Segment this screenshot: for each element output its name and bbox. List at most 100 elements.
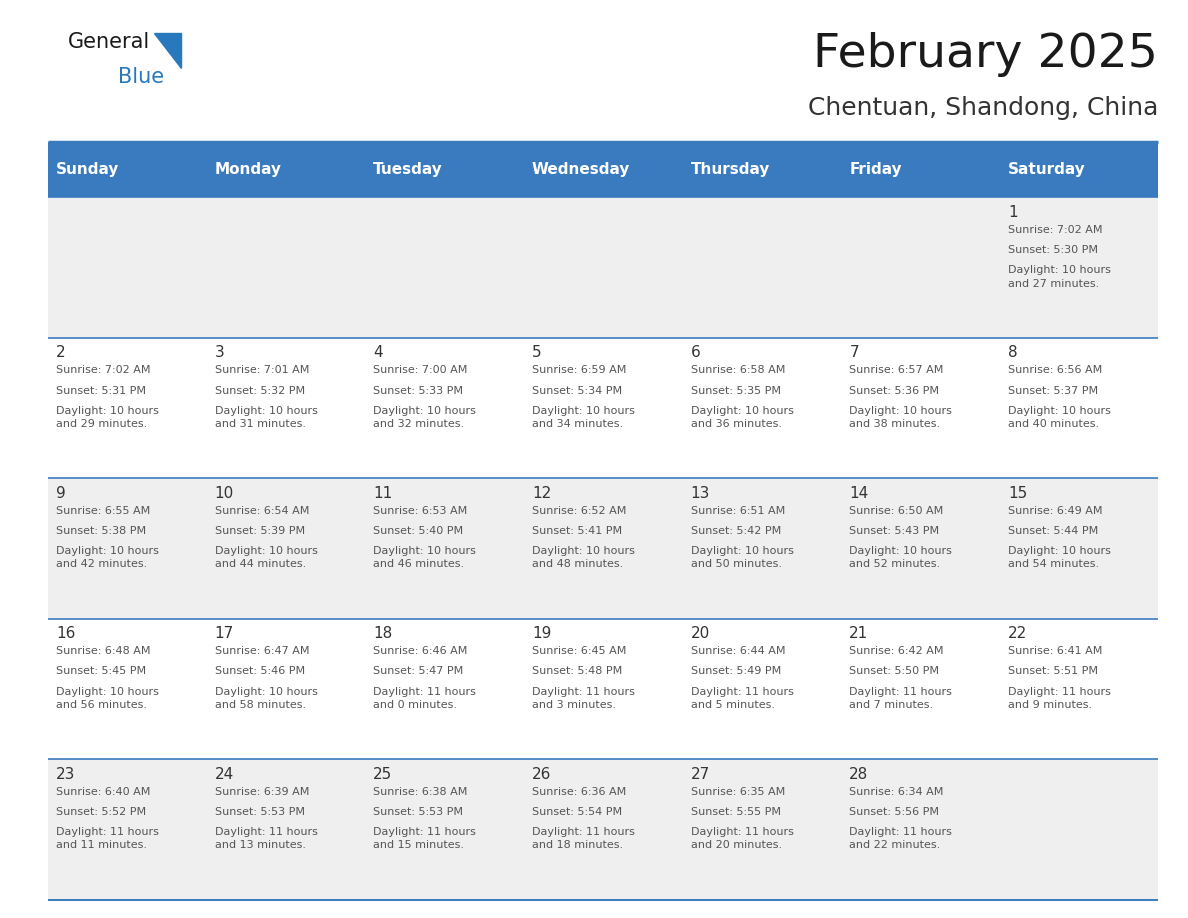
Text: Daylight: 10 hours
and 54 minutes.: Daylight: 10 hours and 54 minutes. [1007, 546, 1111, 569]
Text: Sunrise: 7:02 AM: Sunrise: 7:02 AM [56, 365, 151, 375]
Text: Sunrise: 6:48 AM: Sunrise: 6:48 AM [56, 646, 151, 656]
Text: Daylight: 11 hours
and 7 minutes.: Daylight: 11 hours and 7 minutes. [849, 687, 952, 710]
Polygon shape [154, 33, 181, 68]
Text: Daylight: 10 hours
and 46 minutes.: Daylight: 10 hours and 46 minutes. [373, 546, 476, 569]
Text: Daylight: 11 hours
and 18 minutes.: Daylight: 11 hours and 18 minutes. [532, 827, 634, 850]
Text: 6: 6 [690, 345, 700, 360]
Text: 1: 1 [1007, 205, 1018, 219]
Text: 8: 8 [1007, 345, 1018, 360]
Text: Sunrise: 6:59 AM: Sunrise: 6:59 AM [532, 365, 626, 375]
Text: Daylight: 11 hours
and 20 minutes.: Daylight: 11 hours and 20 minutes. [690, 827, 794, 850]
Text: Daylight: 11 hours
and 3 minutes.: Daylight: 11 hours and 3 minutes. [532, 687, 634, 710]
Text: Daylight: 10 hours
and 40 minutes.: Daylight: 10 hours and 40 minutes. [1007, 406, 1111, 429]
Text: Sunrise: 6:35 AM: Sunrise: 6:35 AM [690, 787, 785, 797]
Text: Sunset: 5:48 PM: Sunset: 5:48 PM [532, 666, 623, 677]
Text: Sunset: 5:47 PM: Sunset: 5:47 PM [373, 666, 463, 677]
Text: 5: 5 [532, 345, 542, 360]
Text: Sunrise: 6:41 AM: Sunrise: 6:41 AM [1007, 646, 1102, 656]
Text: Sunrise: 6:56 AM: Sunrise: 6:56 AM [1007, 365, 1102, 375]
Bar [48, 619, 1158, 759]
Text: Daylight: 10 hours
and 42 minutes.: Daylight: 10 hours and 42 minutes. [56, 546, 159, 569]
Text: 16: 16 [56, 626, 75, 641]
Text: 3: 3 [215, 345, 225, 360]
Text: Sunrise: 6:34 AM: Sunrise: 6:34 AM [849, 787, 943, 797]
Text: Sunrise: 6:53 AM: Sunrise: 6:53 AM [373, 506, 467, 516]
Text: 7: 7 [849, 345, 859, 360]
Text: 22: 22 [1007, 626, 1028, 641]
Text: Sunrise: 6:40 AM: Sunrise: 6:40 AM [56, 787, 150, 797]
Text: Sunrise: 6:55 AM: Sunrise: 6:55 AM [56, 506, 150, 516]
Text: 9: 9 [56, 486, 65, 500]
Text: Daylight: 11 hours
and 5 minutes.: Daylight: 11 hours and 5 minutes. [690, 687, 794, 710]
Text: 17: 17 [215, 626, 234, 641]
Text: Sunset: 5:52 PM: Sunset: 5:52 PM [56, 807, 146, 817]
Text: Sunday: Sunday [56, 162, 119, 177]
Text: Sunrise: 6:58 AM: Sunrise: 6:58 AM [690, 365, 785, 375]
Text: Sunset: 5:50 PM: Sunset: 5:50 PM [849, 666, 940, 677]
Text: Sunset: 5:30 PM: Sunset: 5:30 PM [1007, 245, 1098, 255]
Bar [48, 759, 1158, 900]
Text: 15: 15 [1007, 486, 1028, 500]
Text: Sunset: 5:56 PM: Sunset: 5:56 PM [849, 807, 940, 817]
Text: Sunset: 5:34 PM: Sunset: 5:34 PM [532, 386, 623, 396]
Text: 13: 13 [690, 486, 710, 500]
Text: 28: 28 [849, 767, 868, 781]
Text: Wednesday: Wednesday [532, 162, 631, 177]
Text: Sunrise: 6:42 AM: Sunrise: 6:42 AM [849, 646, 943, 656]
Text: Sunset: 5:54 PM: Sunset: 5:54 PM [532, 807, 623, 817]
Text: Sunrise: 6:45 AM: Sunrise: 6:45 AM [532, 646, 626, 656]
Text: Daylight: 10 hours
and 29 minutes.: Daylight: 10 hours and 29 minutes. [56, 406, 159, 429]
Text: Sunset: 5:53 PM: Sunset: 5:53 PM [215, 807, 304, 817]
Text: Daylight: 11 hours
and 13 minutes.: Daylight: 11 hours and 13 minutes. [215, 827, 317, 850]
Text: Sunrise: 6:36 AM: Sunrise: 6:36 AM [532, 787, 626, 797]
Text: Sunset: 5:38 PM: Sunset: 5:38 PM [56, 526, 146, 536]
Text: Sunset: 5:36 PM: Sunset: 5:36 PM [849, 386, 940, 396]
Bar [48, 197, 1158, 338]
Text: Sunset: 5:51 PM: Sunset: 5:51 PM [1007, 666, 1098, 677]
Text: Sunset: 5:31 PM: Sunset: 5:31 PM [56, 386, 146, 396]
Text: Sunrise: 6:47 AM: Sunrise: 6:47 AM [215, 646, 309, 656]
Text: Sunset: 5:49 PM: Sunset: 5:49 PM [690, 666, 781, 677]
Bar [48, 142, 1158, 197]
Text: Sunset: 5:39 PM: Sunset: 5:39 PM [215, 526, 304, 536]
Bar [48, 338, 1158, 478]
Text: 10: 10 [215, 486, 234, 500]
Text: Sunrise: 6:52 AM: Sunrise: 6:52 AM [532, 506, 626, 516]
Text: Daylight: 10 hours
and 38 minutes.: Daylight: 10 hours and 38 minutes. [849, 406, 952, 429]
Text: Sunset: 5:33 PM: Sunset: 5:33 PM [373, 386, 463, 396]
Text: Daylight: 10 hours
and 36 minutes.: Daylight: 10 hours and 36 minutes. [690, 406, 794, 429]
Text: Daylight: 10 hours
and 34 minutes.: Daylight: 10 hours and 34 minutes. [532, 406, 634, 429]
Text: Sunrise: 6:50 AM: Sunrise: 6:50 AM [849, 506, 943, 516]
Text: Daylight: 10 hours
and 32 minutes.: Daylight: 10 hours and 32 minutes. [373, 406, 476, 429]
Text: Sunset: 5:45 PM: Sunset: 5:45 PM [56, 666, 146, 677]
Text: 21: 21 [849, 626, 868, 641]
Text: Sunrise: 6:39 AM: Sunrise: 6:39 AM [215, 787, 309, 797]
Text: Sunrise: 6:51 AM: Sunrise: 6:51 AM [690, 506, 785, 516]
Text: Sunset: 5:53 PM: Sunset: 5:53 PM [373, 807, 463, 817]
Text: Sunset: 5:55 PM: Sunset: 5:55 PM [690, 807, 781, 817]
Text: Sunrise: 6:44 AM: Sunrise: 6:44 AM [690, 646, 785, 656]
Text: 12: 12 [532, 486, 551, 500]
Text: Chentuan, Shandong, China: Chentuan, Shandong, China [808, 96, 1158, 120]
Text: Sunrise: 7:01 AM: Sunrise: 7:01 AM [215, 365, 309, 375]
Text: 18: 18 [373, 626, 392, 641]
Text: Daylight: 10 hours
and 48 minutes.: Daylight: 10 hours and 48 minutes. [532, 546, 634, 569]
Text: Sunrise: 7:00 AM: Sunrise: 7:00 AM [373, 365, 468, 375]
Text: Sunrise: 6:54 AM: Sunrise: 6:54 AM [215, 506, 309, 516]
Text: Sunrise: 6:38 AM: Sunrise: 6:38 AM [373, 787, 468, 797]
Text: Sunset: 5:32 PM: Sunset: 5:32 PM [215, 386, 304, 396]
Text: Blue: Blue [118, 67, 164, 87]
Text: Daylight: 11 hours
and 11 minutes.: Daylight: 11 hours and 11 minutes. [56, 827, 159, 850]
Text: Daylight: 10 hours
and 44 minutes.: Daylight: 10 hours and 44 minutes. [215, 546, 317, 569]
Bar [48, 478, 1158, 619]
Text: Sunset: 5:37 PM: Sunset: 5:37 PM [1007, 386, 1098, 396]
Text: 27: 27 [690, 767, 709, 781]
Text: 2: 2 [56, 345, 65, 360]
Text: Monday: Monday [215, 162, 282, 177]
Text: Daylight: 10 hours
and 50 minutes.: Daylight: 10 hours and 50 minutes. [690, 546, 794, 569]
Text: Daylight: 11 hours
and 22 minutes.: Daylight: 11 hours and 22 minutes. [849, 827, 952, 850]
Text: Sunset: 5:43 PM: Sunset: 5:43 PM [849, 526, 940, 536]
Text: Friday: Friday [849, 162, 902, 177]
Text: Daylight: 11 hours
and 9 minutes.: Daylight: 11 hours and 9 minutes. [1007, 687, 1111, 710]
Text: Sunset: 5:41 PM: Sunset: 5:41 PM [532, 526, 623, 536]
